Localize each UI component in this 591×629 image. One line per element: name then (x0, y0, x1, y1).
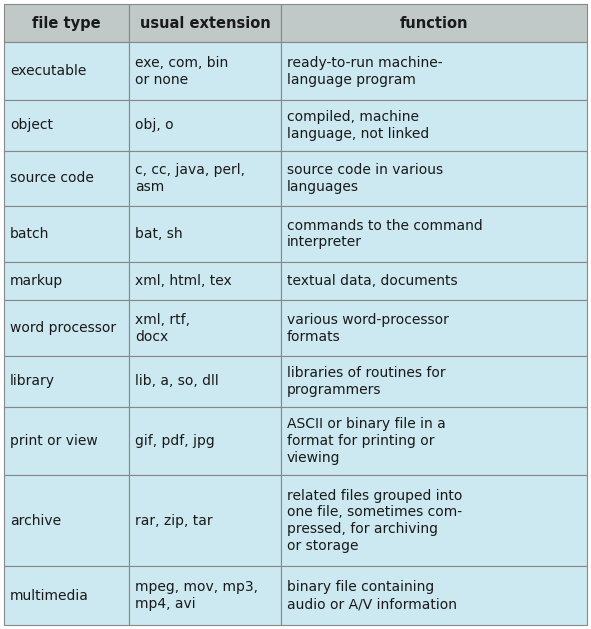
Bar (281, 100, 587, 151)
Text: usual extension: usual extension (139, 16, 271, 31)
Text: obj, o: obj, o (135, 118, 174, 132)
Bar (4, 300, 129, 356)
Text: related files grouped into
one file, sometimes com-
pressed, for archiving
or st: related files grouped into one file, som… (287, 489, 462, 553)
Bar (4, 406, 129, 476)
Text: ASCII or binary file in a
format for printing or
viewing: ASCII or binary file in a format for pri… (287, 417, 446, 465)
Text: source code: source code (10, 172, 94, 186)
Bar (129, 42, 281, 100)
Bar (129, 262, 281, 300)
Bar (129, 300, 281, 356)
Text: archive: archive (10, 514, 61, 528)
Bar (281, 42, 587, 100)
Bar (4, 262, 129, 300)
Text: commands to the command
interpreter: commands to the command interpreter (287, 219, 483, 250)
Bar (4, 476, 129, 566)
Text: xml, rtf,
docx: xml, rtf, docx (135, 313, 190, 343)
Bar (281, 566, 587, 625)
Text: exe, com, bin
or none: exe, com, bin or none (135, 56, 229, 87)
Bar (4, 151, 129, 206)
Text: libraries of routines for
programmers: libraries of routines for programmers (287, 366, 446, 397)
Text: source code in various
languages: source code in various languages (287, 163, 443, 194)
Text: textual data, documents: textual data, documents (287, 274, 457, 288)
Bar (281, 476, 587, 566)
Bar (129, 406, 281, 476)
Text: markup: markup (10, 274, 63, 288)
Text: lib, a, so, dll: lib, a, so, dll (135, 374, 219, 388)
Text: multimedia: multimedia (10, 589, 89, 603)
Bar (4, 206, 129, 262)
Text: ready-to-run machine-
language program: ready-to-run machine- language program (287, 56, 443, 87)
Text: compiled, machine
language, not linked: compiled, machine language, not linked (287, 110, 429, 141)
Text: bat, sh: bat, sh (135, 227, 183, 241)
Bar (129, 100, 281, 151)
Bar (281, 262, 587, 300)
Text: function: function (400, 16, 468, 31)
Text: object: object (10, 118, 53, 132)
Text: rar, zip, tar: rar, zip, tar (135, 514, 213, 528)
Text: c, cc, java, perl,
asm: c, cc, java, perl, asm (135, 163, 245, 194)
Text: binary file containing
audio or A/V information: binary file containing audio or A/V info… (287, 581, 457, 611)
Bar (129, 356, 281, 406)
Bar (4, 100, 129, 151)
Bar (4, 566, 129, 625)
Bar (129, 151, 281, 206)
Bar (4, 42, 129, 100)
Text: gif, pdf, jpg: gif, pdf, jpg (135, 434, 215, 448)
Bar (129, 476, 281, 566)
Text: print or view: print or view (10, 434, 98, 448)
Text: mpeg, mov, mp3,
mp4, avi: mpeg, mov, mp3, mp4, avi (135, 581, 258, 611)
Bar (129, 206, 281, 262)
Text: batch: batch (10, 227, 50, 241)
Bar (281, 406, 587, 476)
Bar (129, 4, 281, 42)
Bar (281, 206, 587, 262)
Bar (4, 4, 129, 42)
Bar (129, 566, 281, 625)
Bar (281, 356, 587, 406)
Text: executable: executable (10, 64, 86, 78)
Text: xml, html, tex: xml, html, tex (135, 274, 232, 288)
Text: word processor: word processor (10, 321, 116, 335)
Text: file type: file type (33, 16, 101, 31)
Text: library: library (10, 374, 55, 388)
Bar (4, 356, 129, 406)
Bar (281, 151, 587, 206)
Text: various word-processor
formats: various word-processor formats (287, 313, 449, 343)
Bar (281, 300, 587, 356)
Bar (281, 4, 587, 42)
